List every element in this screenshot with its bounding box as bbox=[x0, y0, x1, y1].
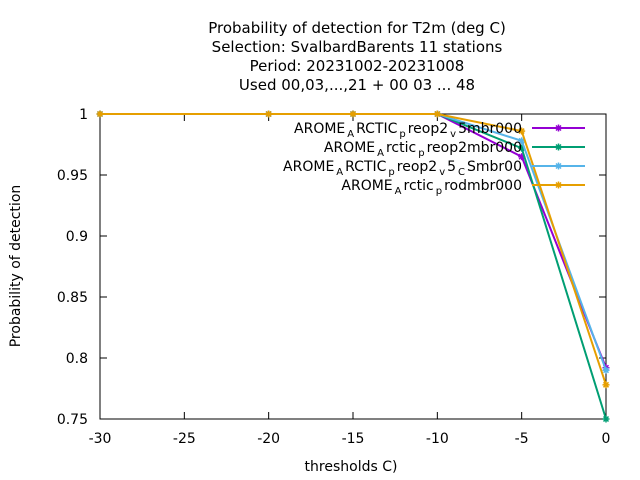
legend-label-part: p bbox=[388, 167, 394, 178]
legend-label-part: RCTIC bbox=[345, 159, 386, 175]
title-line: Used 00,03,...,21 + 00 03 ... 48 bbox=[239, 76, 475, 94]
legend-label-part: v bbox=[450, 129, 456, 140]
y-tick-label: 1 bbox=[79, 107, 88, 123]
legend-label-part: p bbox=[436, 186, 442, 197]
legend-label-part: rctic bbox=[386, 140, 416, 156]
data-point bbox=[602, 381, 610, 389]
legend-label-part: reop2 bbox=[408, 121, 448, 137]
axis-ticks: -30 -25 -20 -15 -10 -5 0 0.75 0.8 0.85 0.9 0.95 1 bbox=[57, 107, 611, 447]
x-tick-label: -15 bbox=[342, 431, 365, 447]
legend-label: AROME A RCTIC p reop2 v 5mbr000 bbox=[294, 121, 522, 140]
legend-label-part: rctic bbox=[404, 178, 434, 194]
legend-label-part: AROME bbox=[324, 140, 375, 156]
legend-label-part: A bbox=[377, 148, 384, 159]
y-tick-label: 0.85 bbox=[57, 290, 88, 306]
x-tick-label: -30 bbox=[89, 431, 112, 447]
x-axis-label: thresholds C) bbox=[305, 459, 398, 475]
data-point bbox=[349, 110, 357, 118]
series-lines bbox=[96, 110, 610, 423]
legend-entry-3: AROME A RCTIC p reop2 v 5 C Smbr00 bbox=[283, 159, 585, 178]
legend-label-part: A bbox=[347, 129, 354, 140]
legend-label-part: p bbox=[399, 129, 405, 140]
y-tick-label: 0.9 bbox=[66, 229, 88, 245]
y-tick-label: 0.95 bbox=[57, 168, 88, 184]
legend-label-part: 5mbr000 bbox=[458, 121, 522, 137]
legend-label-part: reop2mbr000 bbox=[427, 140, 522, 156]
x-tick-label: -5 bbox=[515, 431, 529, 447]
x-tick-label: -20 bbox=[257, 431, 280, 447]
data-point bbox=[602, 366, 610, 374]
data-point bbox=[555, 162, 562, 170]
x-tick-label: -10 bbox=[426, 431, 449, 447]
legend-entry-1: AROME A RCTIC p reop2 v 5mbr000 bbox=[294, 121, 585, 140]
legend-label-part: A bbox=[395, 186, 402, 197]
legend-label-part: 5 bbox=[447, 159, 456, 175]
title-line: Selection: SvalbardBarents 11 stations bbox=[212, 38, 503, 56]
legend-label-part: Smbr00 bbox=[467, 159, 522, 175]
legend-label-part: C bbox=[458, 167, 465, 178]
data-point bbox=[602, 415, 610, 423]
data-point bbox=[555, 143, 562, 151]
legend-label-part: AROME bbox=[294, 121, 345, 137]
legend-label-part: reop2 bbox=[397, 159, 437, 175]
data-point bbox=[555, 124, 562, 132]
y-tick-label: 0.75 bbox=[57, 412, 88, 428]
series-line-4 bbox=[100, 113, 607, 386]
title-line: Period: 20231002-20231008 bbox=[250, 57, 465, 75]
y-tick-label: 0.8 bbox=[66, 351, 88, 367]
y-axis-label: Probability of detection bbox=[8, 185, 24, 348]
legend-label-part: p bbox=[418, 148, 424, 159]
legend-label-part: A bbox=[336, 167, 343, 178]
legend-label-part: AROME bbox=[341, 178, 392, 194]
x-tick-label: -25 bbox=[173, 431, 196, 447]
data-point bbox=[518, 127, 526, 135]
data-point bbox=[96, 110, 104, 118]
legend-label-part: RCTIC bbox=[356, 121, 397, 137]
chart-title: Probability of detection for T2m (deg C)… bbox=[208, 19, 506, 94]
legend-label-part: rodmbr000 bbox=[444, 178, 522, 194]
data-point bbox=[265, 110, 273, 118]
x-tick-label: 0 bbox=[602, 431, 611, 447]
title-line: Probability of detection for T2m (deg C) bbox=[208, 19, 506, 37]
data-point bbox=[555, 181, 562, 189]
data-point bbox=[433, 110, 441, 118]
legend-label-part: AROME bbox=[283, 159, 334, 175]
legend-label: AROME A RCTIC p reop2 v 5 C Smbr00 bbox=[283, 159, 522, 178]
legend-label-part: v bbox=[439, 167, 445, 178]
